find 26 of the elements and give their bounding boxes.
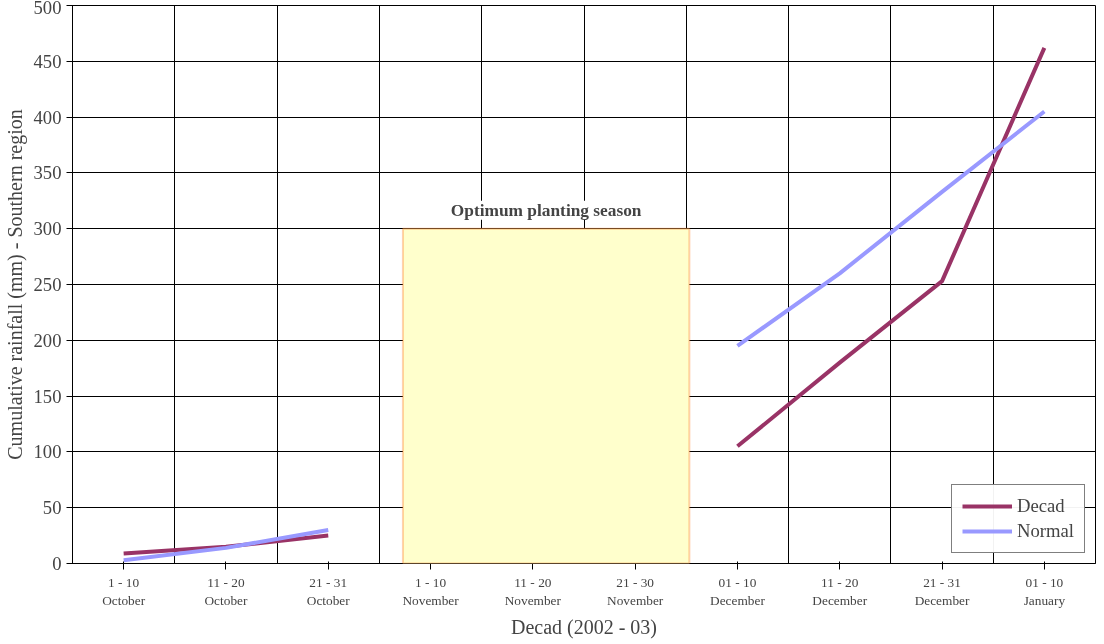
x-tick-label: 21 - 30 November [607,574,664,608]
legend-label: Decad [1017,495,1065,517]
x-tick-label: 21 - 31 October [306,574,351,608]
x-tick-label: 21 - 31 December [914,574,970,608]
x-tick-label: 11 - 20 November [504,574,562,608]
x-tick-label: 01 - 10 January [1023,574,1066,608]
x-axis-title: Decad (2002 - 03) [510,615,658,639]
y-tick-label: 0 [52,553,62,574]
y-tick-label: 350 [33,162,62,184]
y-tick-label: 500 [33,0,62,18]
y-tick-label: 400 [33,106,62,128]
x-tick-label: 1 - 10 October [102,574,146,608]
x-tick-label: 1 - 10 November [402,574,460,608]
legend-label: Normal [1017,520,1074,542]
y-tick-label: 100 [33,441,62,463]
y-tick-label: 250 [33,274,62,295]
x-tick-label: 01 - 10 December [710,574,766,608]
y-tick-label: 300 [33,218,62,240]
y-tick-label: 200 [33,329,62,351]
y-axis-title: Cumulative rainfall (mm) - Southern region [3,109,27,460]
band-label: Optimum planting season [450,200,642,220]
x-tick-label: 11 - 20 October [204,574,248,608]
x-tick-label: 11 - 20 December [812,574,868,608]
y-tick-label: 50 [42,497,62,519]
y-tick-label: 450 [33,50,62,72]
y-tick-label: 150 [33,385,62,407]
